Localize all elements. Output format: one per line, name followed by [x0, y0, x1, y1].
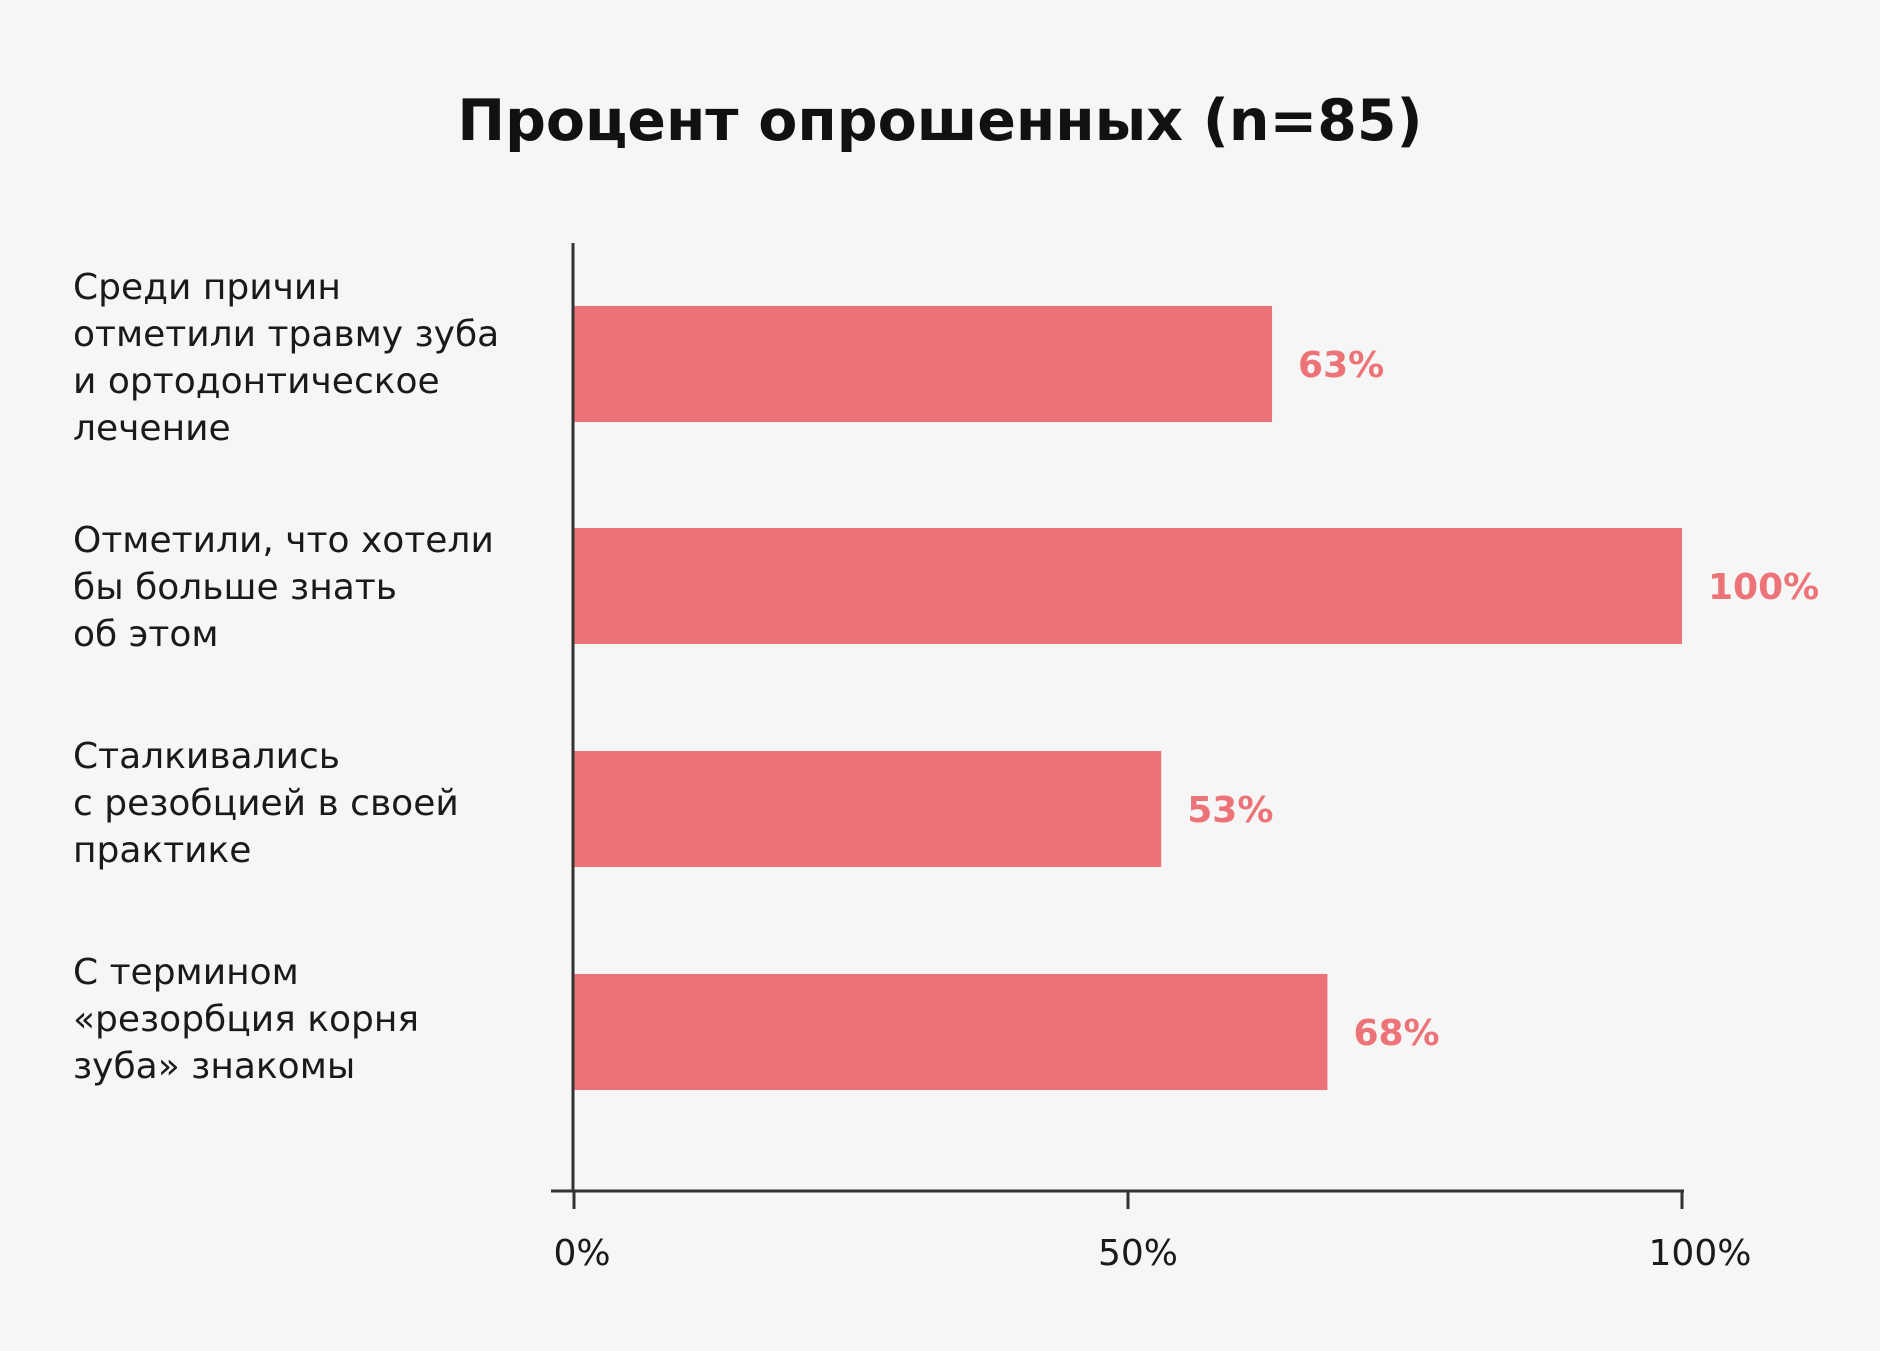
x-tick-label-2: 100% — [1649, 1233, 1752, 1274]
bar-1 — [574, 528, 1682, 644]
bar-3 — [574, 974, 1328, 1090]
chart-title: Процент опрошенных (n=85) — [457, 88, 1423, 154]
category-label-1: Отметили, что хотели бы больше знать об … — [73, 520, 494, 655]
data-label-2: 53% — [1187, 790, 1273, 831]
bar-2 — [574, 751, 1162, 867]
data-label-3: 68% — [1353, 1013, 1439, 1054]
category-label-3: С термином «резорбция корня зуба» знаком… — [73, 952, 420, 1087]
category-label-2: Сталкивались с резобцией в своей практик… — [73, 736, 459, 871]
x-tick-label-0: 0% — [553, 1233, 610, 1274]
bar-0 — [574, 306, 1273, 422]
x-tick-label-1: 50% — [1098, 1233, 1178, 1274]
data-label-0: 63% — [1298, 345, 1384, 386]
category-label-0: Среди причин отметили травму зуба и орто… — [73, 267, 500, 449]
data-label-1: 100% — [1708, 567, 1819, 608]
